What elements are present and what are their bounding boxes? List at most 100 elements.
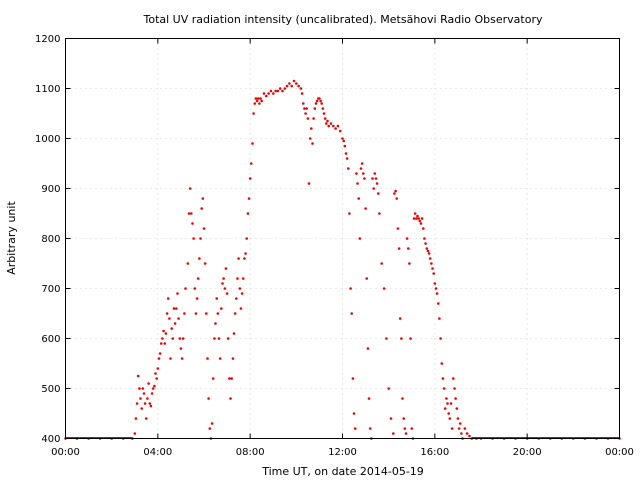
y-tick-label: 700 <box>41 284 60 295</box>
data-point <box>356 182 359 185</box>
y-axis-title: Arbitrary unit <box>5 201 18 275</box>
data-point <box>441 377 445 380</box>
data-point <box>455 407 459 410</box>
data-point <box>283 87 287 90</box>
data-point <box>302 102 305 105</box>
data-point <box>405 237 409 240</box>
data-point <box>243 257 246 260</box>
data-point <box>262 92 266 95</box>
data-point <box>272 92 275 95</box>
data-point <box>176 292 179 295</box>
data-point <box>225 292 229 295</box>
data-point <box>439 337 442 340</box>
data-point <box>276 89 280 93</box>
x-tick-labels: 00:00 04:00 08:00 12:00 16:00 20:00 00:00 <box>51 447 634 458</box>
data-point <box>143 402 147 405</box>
data-point <box>363 177 366 180</box>
data-point <box>235 297 238 300</box>
data-point <box>323 117 327 120</box>
data-point <box>446 402 449 405</box>
data-point <box>415 217 418 220</box>
data-point <box>232 332 236 335</box>
data-point <box>213 337 216 340</box>
data-point <box>403 427 407 430</box>
data-point <box>255 99 259 103</box>
data-point <box>183 312 186 315</box>
data-point <box>215 297 218 300</box>
data-point <box>281 89 284 93</box>
data-point <box>463 427 467 430</box>
data-point <box>180 357 184 360</box>
data-point <box>402 417 406 420</box>
data-point <box>311 142 314 145</box>
data-point <box>194 312 198 315</box>
data-point <box>169 357 172 360</box>
data-point <box>305 107 309 110</box>
data-point <box>440 362 444 365</box>
data-point <box>418 219 422 223</box>
data-point <box>460 432 463 435</box>
data-point <box>372 187 376 190</box>
data-point <box>224 267 228 270</box>
y-tick-label: 900 <box>41 184 60 195</box>
data-point <box>426 249 430 253</box>
y-tick-label: 600 <box>41 334 60 345</box>
y-tick-labels: 400 500 600 700 800 900 1000 1100 1200 <box>35 34 60 445</box>
data-point <box>146 397 149 400</box>
data-point <box>148 402 152 405</box>
data-point <box>184 287 187 290</box>
data-point <box>362 172 365 175</box>
data-point <box>165 312 169 315</box>
data-point <box>221 282 224 285</box>
data-point <box>332 124 335 128</box>
data-point <box>322 112 326 115</box>
data-point <box>380 262 384 265</box>
data-point <box>435 292 439 295</box>
data-point <box>202 227 206 230</box>
data-point <box>428 257 432 260</box>
data-point <box>458 422 462 425</box>
data-point <box>256 97 260 100</box>
data-point <box>211 377 215 380</box>
data-point <box>417 217 421 220</box>
data-point <box>140 407 143 410</box>
data-point <box>229 397 232 400</box>
data-point <box>164 332 168 335</box>
data-point <box>248 177 252 180</box>
data-point <box>353 427 357 430</box>
data-point <box>253 102 257 105</box>
data-point <box>422 227 425 230</box>
data-point <box>350 312 354 315</box>
data-point <box>210 422 214 425</box>
data-point <box>269 89 273 93</box>
data-point <box>315 99 319 103</box>
data-point <box>365 277 369 280</box>
data-point <box>314 102 318 105</box>
data-point <box>400 337 403 340</box>
data-point <box>468 434 471 438</box>
y-tick-label: 1100 <box>35 84 60 95</box>
data-point <box>150 392 154 395</box>
data-point <box>288 82 291 85</box>
y-tick-label: 1000 <box>35 134 60 145</box>
data-point <box>136 374 140 378</box>
data-point <box>347 167 350 170</box>
x-tick-label: 00:00 <box>605 447 634 458</box>
data-point <box>201 197 205 200</box>
data-point <box>238 287 242 290</box>
data-point <box>155 377 158 380</box>
data-point <box>267 92 270 95</box>
data-point <box>226 337 230 340</box>
data-point <box>401 397 404 400</box>
data-point <box>443 407 447 410</box>
data-point <box>374 177 378 180</box>
x-tick-label: 20:00 <box>513 447 542 458</box>
data-point <box>222 277 225 280</box>
data-point <box>251 142 254 145</box>
data-point <box>445 397 448 400</box>
y-tick-label: 800 <box>41 234 60 245</box>
data-point <box>387 387 391 390</box>
data-point <box>349 287 352 290</box>
data-point <box>341 137 344 140</box>
data-point <box>321 107 325 110</box>
